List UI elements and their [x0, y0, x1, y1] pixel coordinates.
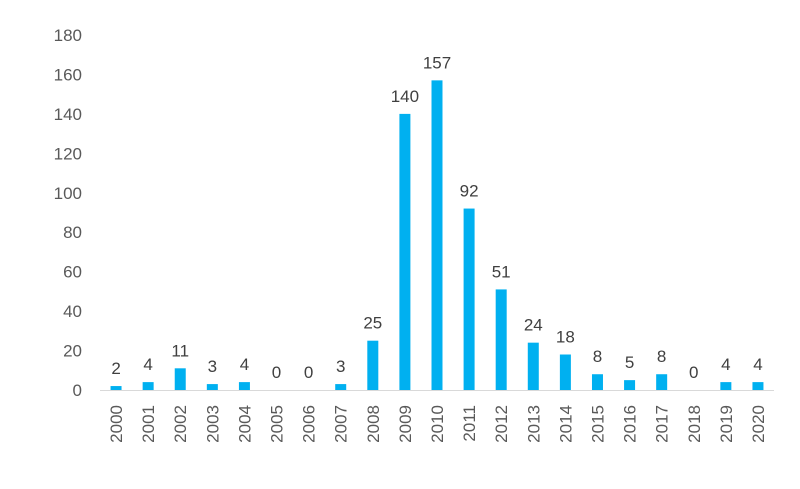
x-tick-label-2010: 2010 [428, 405, 447, 443]
x-tick-label-2013: 2013 [524, 405, 543, 443]
y-tick-label: 20 [63, 342, 82, 361]
data-label-2007: 3 [336, 357, 345, 376]
y-tick-label: 160 [54, 65, 82, 84]
x-tick-label-2004: 2004 [235, 405, 254, 443]
y-tick-label: 180 [54, 26, 82, 45]
x-tick-label-2012: 2012 [492, 405, 511, 443]
data-label-2010: 157 [423, 53, 451, 72]
x-tick-label-2015: 2015 [588, 405, 607, 443]
bar-2017 [656, 374, 668, 390]
bar-2012 [495, 289, 507, 390]
data-label-2016: 5 [625, 353, 634, 372]
x-tick-label-2002: 2002 [171, 405, 190, 443]
data-label-2019: 4 [721, 355, 730, 374]
data-label-2012: 51 [492, 262, 511, 281]
bar-2008 [367, 340, 379, 390]
x-tick-label-2018: 2018 [685, 405, 704, 443]
y-tick-label: 100 [54, 184, 82, 203]
y-tick-label: 0 [73, 381, 82, 400]
bar-2002 [174, 368, 186, 390]
data-label-2020: 4 [753, 355, 762, 374]
x-axis-tick-labels: 2000 2001 2002 2003 2004 2005 2006 2007 2008 2009… [107, 405, 768, 443]
data-label-2015: 8 [593, 347, 602, 366]
bar-2014 [559, 354, 571, 390]
x-tick-label-2019: 2019 [717, 405, 736, 443]
data-label-2005: 0 [272, 363, 281, 382]
data-label-2008: 25 [363, 314, 382, 333]
x-tick-label-2003: 2003 [203, 405, 222, 443]
bar-2004 [238, 382, 250, 390]
y-tick-label: 40 [63, 302, 82, 321]
bar-2001 [142, 382, 154, 390]
data-label-2018: 0 [689, 363, 698, 382]
data-label-2013: 24 [524, 316, 543, 335]
x-tick-label-2007: 2007 [332, 405, 351, 443]
bar-2009 [399, 113, 411, 390]
bar-2003 [206, 384, 218, 390]
y-tick-label: 140 [54, 105, 82, 124]
x-tick-label-2000: 2000 [107, 405, 126, 443]
data-label-2009: 140 [391, 87, 419, 106]
x-tick-label-2017: 2017 [653, 405, 672, 443]
data-label-2011: 92 [460, 182, 479, 201]
x-tick-label-2020: 2020 [749, 405, 768, 443]
bar-2010 [431, 80, 443, 390]
data-label-2014: 18 [556, 328, 575, 347]
bar-2013 [527, 342, 539, 390]
y-tick-label: 80 [63, 223, 82, 242]
bar-2015 [591, 374, 603, 390]
x-tick-label-2014: 2014 [556, 405, 575, 443]
data-label-2006: 0 [304, 363, 313, 382]
x-tick-label-2001: 2001 [139, 405, 158, 443]
bars [110, 80, 764, 390]
x-tick-label-2006: 2006 [300, 405, 319, 443]
data-label-2017: 8 [657, 347, 666, 366]
x-tick-label-2009: 2009 [396, 405, 415, 443]
data-label-2004: 4 [240, 355, 249, 374]
y-axis-tick-labels: 0 20 40 60 80 100 120 140 160 180 [54, 26, 82, 400]
x-tick-label-2016: 2016 [621, 405, 640, 443]
y-tick-label: 60 [63, 263, 82, 282]
data-label-2000: 2 [111, 359, 120, 378]
x-tick-label-2011: 2011 [460, 405, 479, 442]
bar-2019 [720, 382, 732, 390]
bar-2020 [752, 382, 764, 390]
data-label-2003: 3 [208, 357, 217, 376]
x-tick-label-2005: 2005 [268, 405, 287, 443]
bar-2000 [110, 386, 122, 390]
x-tick-label-2008: 2008 [364, 405, 383, 443]
y-tick-label: 120 [54, 144, 82, 163]
data-label-2001: 4 [143, 355, 152, 374]
bar-2007 [335, 384, 347, 390]
bar-2011 [463, 208, 475, 390]
bar-2016 [624, 380, 636, 390]
data-label-2002: 11 [171, 341, 189, 360]
